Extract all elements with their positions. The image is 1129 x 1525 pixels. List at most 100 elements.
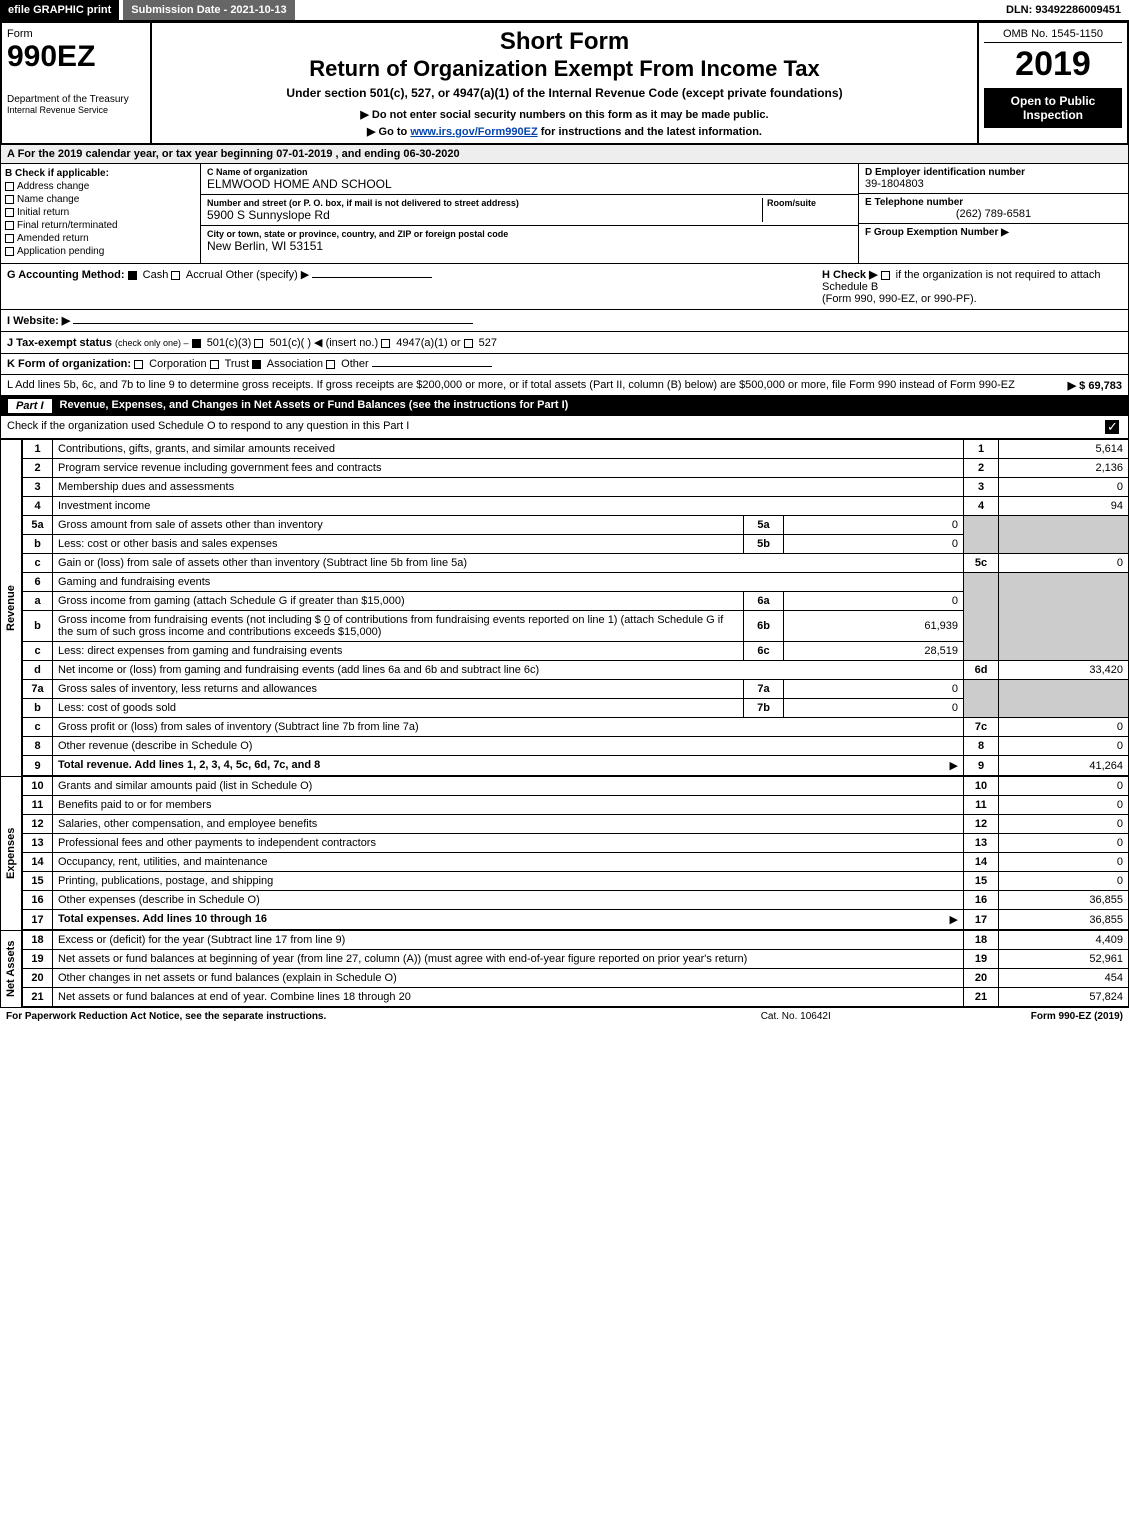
- line-5b: bLess: cost or other basis and sales exp…: [23, 535, 1129, 554]
- line-5c: cGain or (loss) from sale of assets othe…: [23, 554, 1129, 573]
- omb-number: OMB No. 1545-1150: [984, 28, 1122, 43]
- i-label: I Website: ▶: [7, 315, 70, 327]
- cb-amended-return[interactable]: Amended return: [5, 233, 196, 244]
- header-left: Form 990EZ Department of the Treasury In…: [2, 23, 152, 143]
- line-16: 16Other expenses (describe in Schedule O…: [23, 891, 1129, 910]
- j-label: J Tax-exempt status: [7, 337, 112, 349]
- short-form-title: Short Form: [157, 28, 972, 56]
- section-g-h: G Accounting Method: Cash Accrual Other …: [0, 264, 1129, 310]
- line-10: 10Grants and similar amounts paid (list …: [23, 777, 1129, 796]
- revenue-section: Revenue 1Contributions, gifts, grants, a…: [0, 439, 1129, 776]
- top-bar: efile GRAPHIC print Submission Date - 20…: [0, 0, 1129, 21]
- cb-cash[interactable]: [128, 271, 137, 280]
- city-state-zip: New Berlin, WI 53151: [207, 239, 852, 253]
- room-label: Room/suite: [767, 198, 852, 208]
- cb-h-notrequired[interactable]: [881, 271, 890, 280]
- line-8: 8Other revenue (describe in Schedule O)8…: [23, 737, 1129, 756]
- k-corp: Corporation: [149, 358, 206, 370]
- line-1: 1Contributions, gifts, grants, and simil…: [23, 440, 1129, 459]
- part1-check-row: Check if the organization used Schedule …: [0, 416, 1129, 439]
- org-name: ELMWOOD HOME AND SCHOOL: [207, 177, 852, 191]
- addr-label: Number and street (or P. O. box, if mail…: [207, 198, 762, 208]
- tax-year: 2019: [984, 45, 1122, 84]
- cb-accrual[interactable]: [171, 271, 180, 280]
- l-text: L Add lines 5b, 6c, and 7b to line 9 to …: [7, 379, 1015, 391]
- open-line2: Inspection: [988, 108, 1118, 122]
- cb-schedule-o[interactable]: [1105, 420, 1119, 434]
- expenses-table: 10Grants and similar amounts paid (list …: [22, 776, 1129, 930]
- dln: DLN: 93492286009451: [998, 0, 1129, 20]
- line-17: 17Total expenses. Add lines 10 through 1…: [23, 910, 1129, 930]
- k-trust: Trust: [225, 358, 250, 370]
- cb-501c[interactable]: [254, 339, 263, 348]
- line-11: 11Benefits paid to or for members110: [23, 796, 1129, 815]
- cb-address-change[interactable]: Address change: [5, 181, 196, 192]
- line-7b: bLess: cost of goods sold7b0: [23, 699, 1129, 718]
- line-6: 6Gaming and fundraising events: [23, 573, 1129, 592]
- form-reference: Form 990-EZ (2019): [1031, 1011, 1123, 1022]
- line-3: 3Membership dues and assessments30: [23, 478, 1129, 497]
- submission-date: Submission Date - 2021-10-13: [123, 0, 294, 20]
- cb-name-change[interactable]: Name change: [5, 194, 196, 205]
- line-20: 20Other changes in net assets or fund ba…: [23, 969, 1129, 988]
- j-sub: (check only one) ‒: [115, 338, 189, 348]
- telephone: (262) 789-6581: [865, 208, 1122, 220]
- efile-print-button[interactable]: efile GRAPHIC print: [0, 0, 119, 20]
- city-label: City or town, state or province, country…: [207, 229, 852, 239]
- line-5a: 5aGross amount from sale of assets other…: [23, 516, 1129, 535]
- header-middle: Short Form Return of Organization Exempt…: [152, 23, 977, 143]
- row-a-tax-year: A For the 2019 calendar year, or tax yea…: [0, 145, 1129, 164]
- cb-other-org[interactable]: [326, 360, 335, 369]
- j-4947: 4947(a)(1) or: [396, 337, 460, 349]
- cb-initial-return[interactable]: Initial return: [5, 207, 196, 218]
- part1-num: Part I: [8, 399, 52, 413]
- col-d-identifiers: D Employer identification number 39-1804…: [858, 164, 1128, 263]
- cb-corporation[interactable]: [134, 360, 143, 369]
- form-title: Return of Organization Exempt From Incom…: [157, 56, 972, 82]
- line-6d: dNet income or (loss) from gaming and fu…: [23, 661, 1129, 680]
- org-name-label: C Name of organization: [207, 167, 852, 177]
- col-c-org-info: C Name of organization ELMWOOD HOME AND …: [201, 164, 858, 263]
- form-subtitle: Under section 501(c), 527, or 4947(a)(1)…: [157, 86, 972, 100]
- part1-check-text: Check if the organization used Schedule …: [7, 420, 1105, 434]
- catalog-number: Cat. No. 10642I: [761, 1011, 831, 1022]
- revenue-sidelabel: Revenue: [0, 439, 22, 776]
- netassets-table: 18Excess or (deficit) for the year (Subt…: [22, 930, 1129, 1007]
- open-line1: Open to Public: [988, 94, 1118, 108]
- col-b-header: B Check if applicable:: [5, 168, 196, 179]
- expenses-section: Expenses 10Grants and similar amounts pa…: [0, 776, 1129, 930]
- netassets-sidelabel: Net Assets: [0, 930, 22, 1007]
- block-bcdef: B Check if applicable: Address change Na…: [0, 164, 1129, 264]
- line-9: 9Total revenue. Add lines 1, 2, 3, 4, 5c…: [23, 756, 1129, 776]
- goto-post: for instructions and the latest informat…: [538, 126, 762, 138]
- k-other: Other: [341, 358, 369, 370]
- netassets-section: Net Assets 18Excess or (deficit) for the…: [0, 930, 1129, 1007]
- goto-pre: ▶ Go to: [367, 126, 410, 138]
- cb-527[interactable]: [464, 339, 473, 348]
- cb-4947[interactable]: [381, 339, 390, 348]
- cb-application-pending[interactable]: Application pending: [5, 246, 196, 257]
- g-other: Other (specify) ▶: [226, 269, 310, 281]
- g-cash: Cash: [143, 269, 169, 281]
- cb-final-return[interactable]: Final return/terminated: [5, 220, 196, 231]
- section-j: J Tax-exempt status (check only one) ‒ 5…: [0, 332, 1129, 354]
- irs-link[interactable]: www.irs.gov/Form990EZ: [410, 126, 537, 138]
- h-text3: (Form 990, 990-EZ, or 990-PF).: [822, 293, 977, 305]
- dept-treasury: Department of the Treasury: [7, 94, 145, 105]
- header-right: OMB No. 1545-1150 2019 Open to Public In…: [977, 23, 1127, 143]
- g-label: G Accounting Method:: [7, 269, 125, 281]
- cb-501c3[interactable]: [192, 339, 201, 348]
- form-header: Form 990EZ Department of the Treasury In…: [0, 21, 1129, 145]
- cb-trust[interactable]: [210, 360, 219, 369]
- street-address: 5900 S Sunnyslope Rd: [207, 208, 762, 222]
- line-14: 14Occupancy, rent, utilities, and mainte…: [23, 853, 1129, 872]
- j-501c: 501(c)( ) ◀ (insert no.): [269, 337, 378, 349]
- j-501c3: 501(c)(3): [207, 337, 252, 349]
- line-7a: 7aGross sales of inventory, less returns…: [23, 680, 1129, 699]
- paperwork-notice: For Paperwork Reduction Act Notice, see …: [6, 1011, 326, 1022]
- h-label: H Check ▶: [822, 269, 878, 281]
- k-label: K Form of organization:: [7, 358, 131, 370]
- ein: 39-1804803: [865, 178, 1122, 190]
- cb-association[interactable]: [252, 360, 261, 369]
- line-15: 15Printing, publications, postage, and s…: [23, 872, 1129, 891]
